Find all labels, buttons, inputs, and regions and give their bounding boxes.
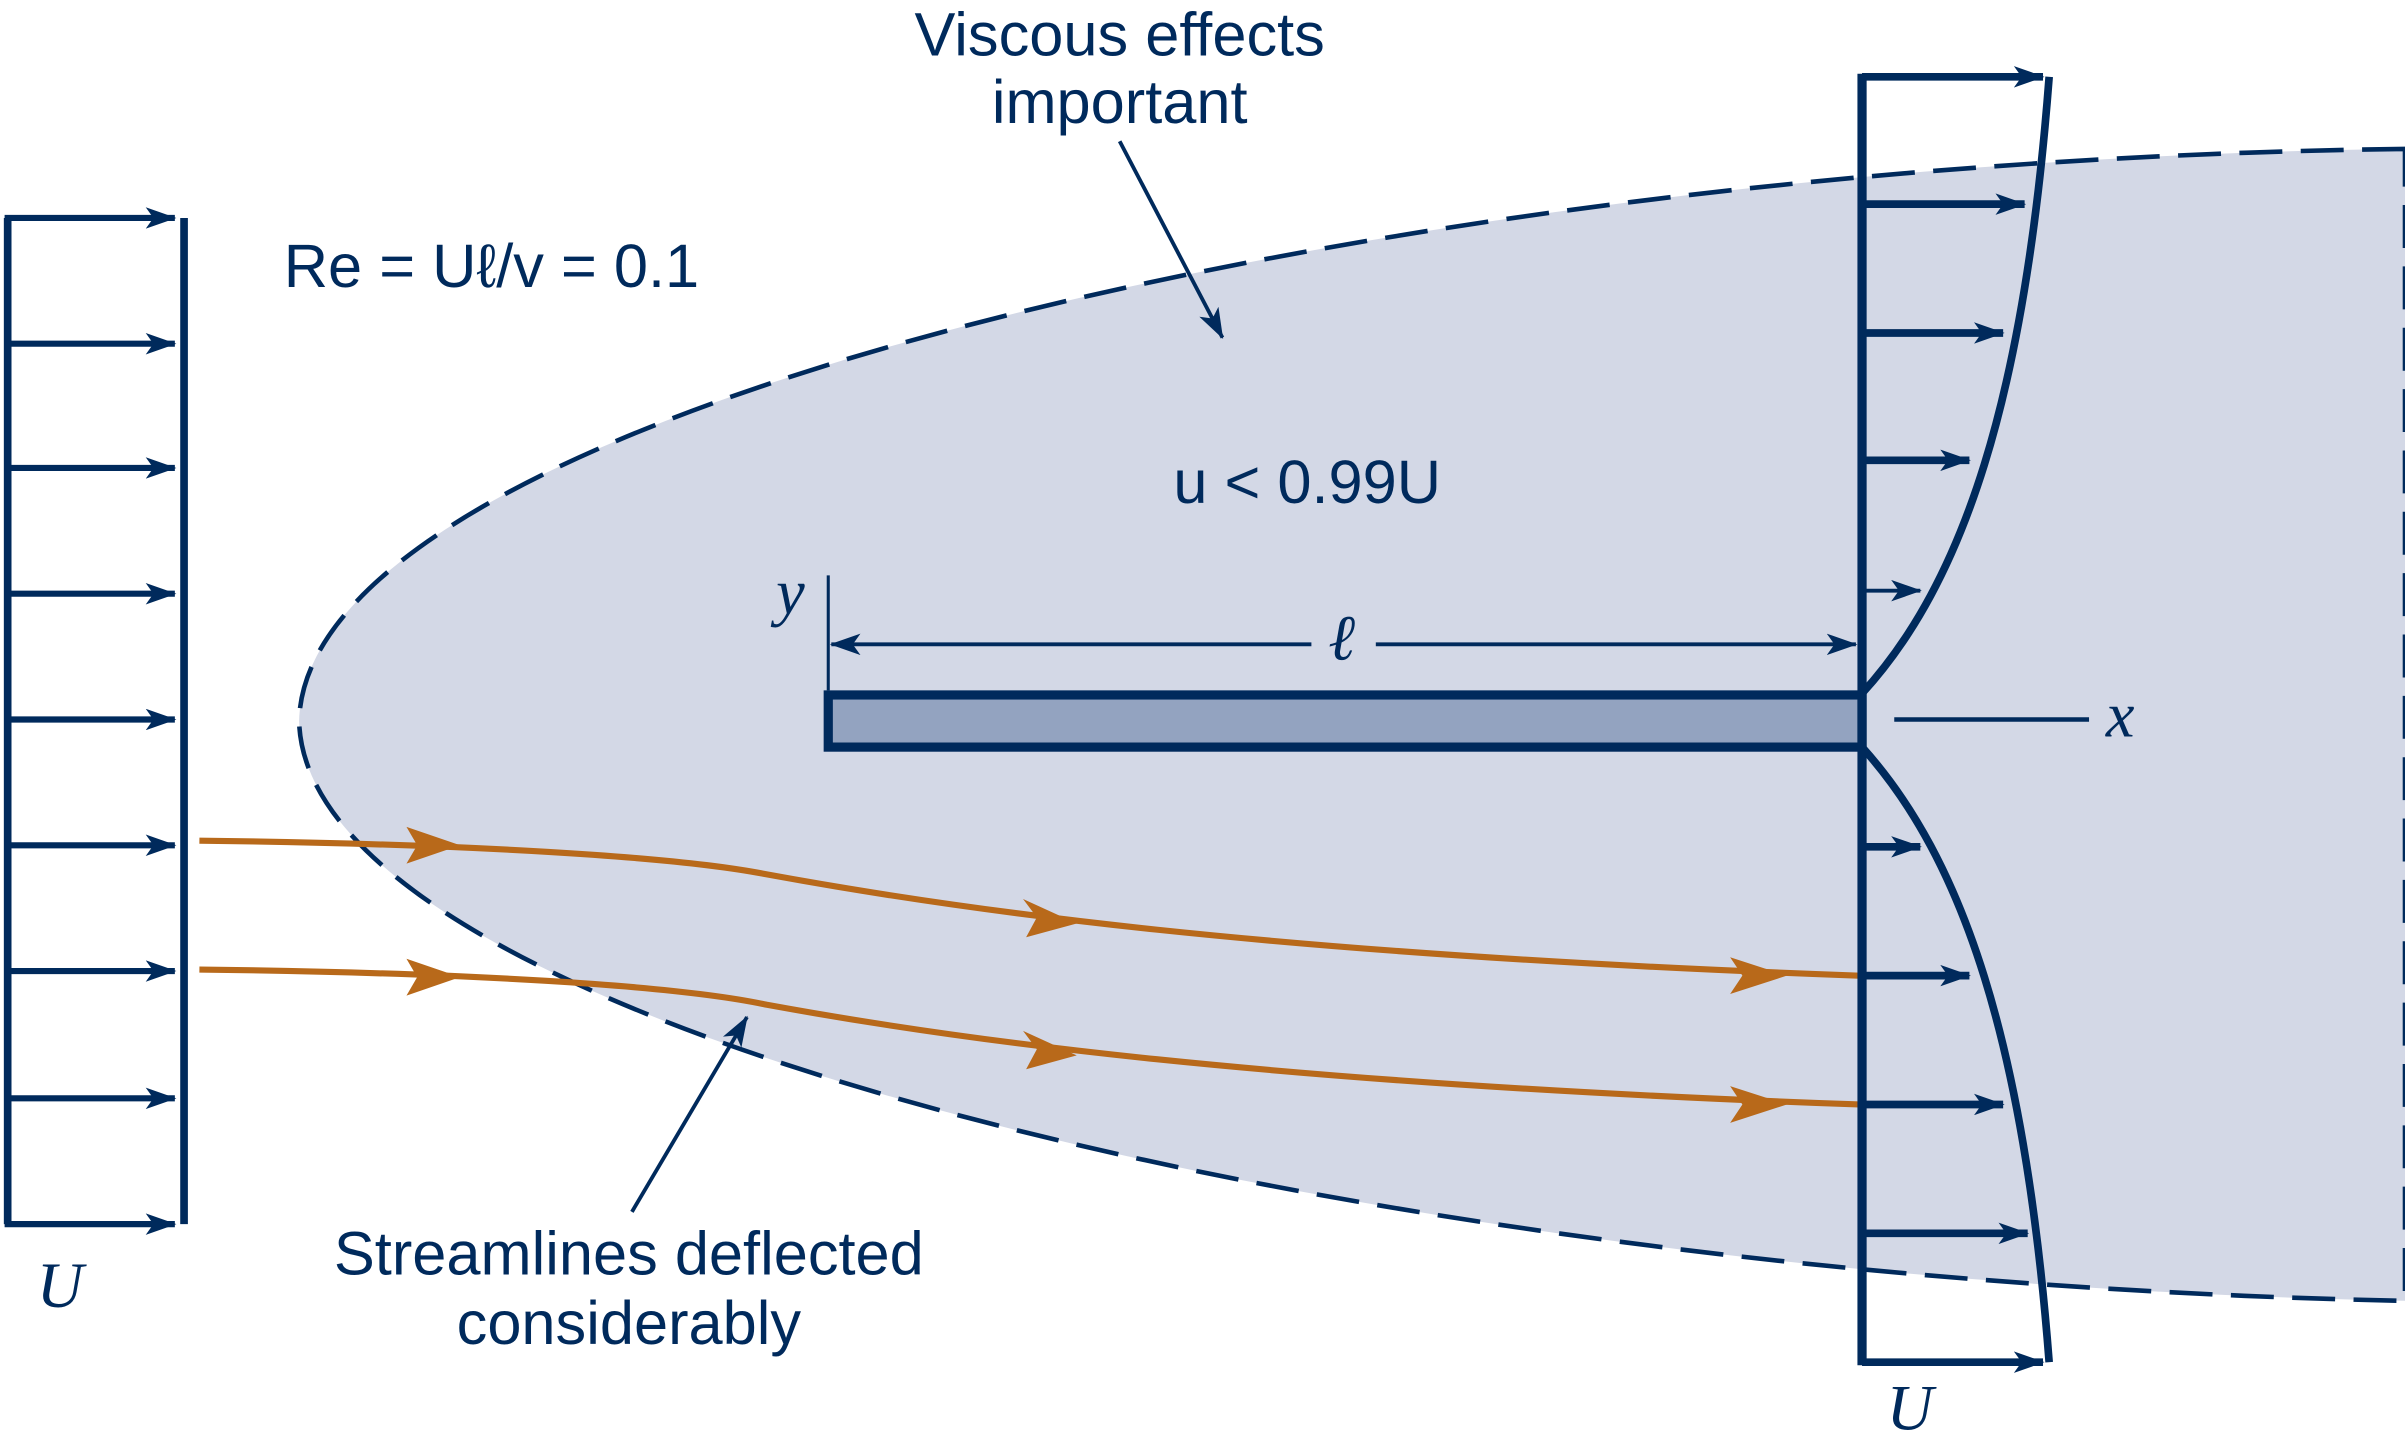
streamline-leader-arrow	[630, 1015, 749, 1213]
upstream-velocity-label: U	[37, 1250, 87, 1321]
streamlines-label-line2: considerably	[457, 1289, 802, 1358]
viscous-leader-arrow	[1117, 140, 1225, 339]
y-axis-label: y	[770, 557, 805, 628]
viscous-label-line2: important	[992, 68, 1248, 137]
reynolds-number-label: Re = Uℓ/v = 0.1	[284, 232, 699, 301]
streamline-arrowheads	[406, 826, 1787, 1123]
downstream-velocity-profile	[1857, 66, 2053, 1373]
streamlines-label-line1: Streamlines deflected	[334, 1220, 924, 1289]
downstream-velocity-label: U	[1887, 1373, 1937, 1439]
flat-plate	[823, 690, 1867, 752]
streamline-upper	[199, 837, 1860, 979]
upstream-velocity-profile	[3, 207, 188, 1235]
length-label: ℓ	[1328, 603, 1355, 674]
viscous-label-line1: Viscous effects	[915, 0, 1325, 69]
x-axis-label: x	[2105, 679, 2135, 750]
streamlines	[199, 837, 1860, 1108]
streamline-lower	[199, 966, 1860, 1108]
velocity-condition-label: u < 0.99U	[1173, 448, 1441, 517]
